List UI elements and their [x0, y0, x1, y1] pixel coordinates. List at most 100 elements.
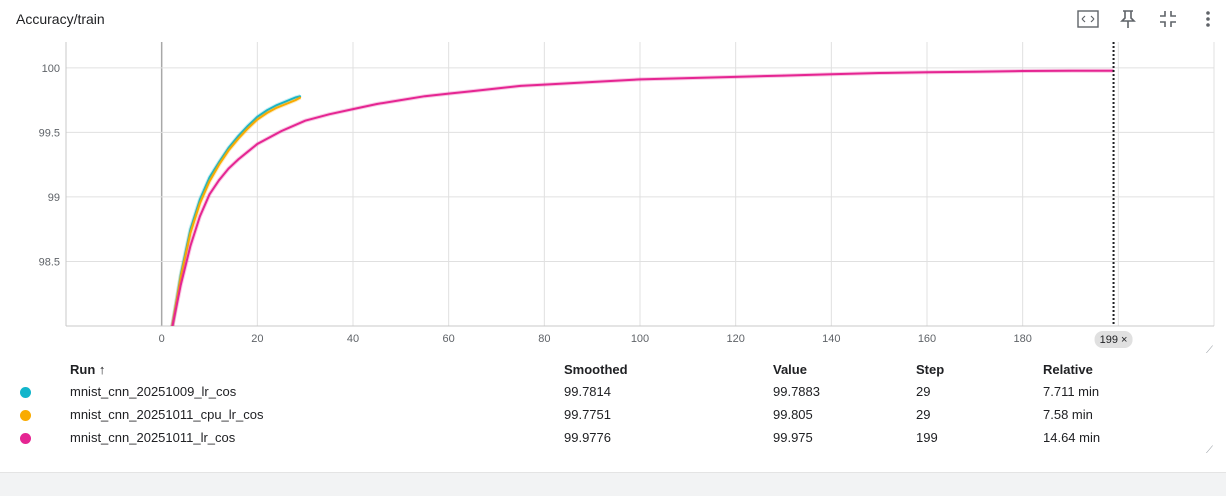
raw-value: 99.7883 — [773, 384, 820, 399]
pin-icon[interactable] — [1117, 8, 1139, 30]
table-resize-handle-icon[interactable]: ⟋ — [1206, 445, 1213, 456]
value-header: Value — [773, 361, 807, 377]
x-tick-label: 100 — [631, 333, 649, 345]
series-raw-line — [170, 68, 1114, 326]
more-vert-icon[interactable] — [1197, 8, 1219, 30]
series-point — [1021, 70, 1024, 72]
line-chart[interactable]: 0 20 40 60 80 100 120 140 160 180 98.5 99 99.5 100 199… — [0, 36, 1226, 354]
series-point — [304, 119, 306, 122]
series-point — [189, 232, 192, 234]
table-row: mnist_cnn_20251011_cpu_lr_cos 99.7751 99… — [14, 403, 1193, 426]
series-point — [299, 95, 302, 98]
series-point — [543, 83, 546, 86]
fit-domain-icon[interactable] — [1077, 8, 1099, 30]
x-tick-label: 60 — [443, 333, 455, 345]
series-point — [180, 283, 182, 286]
relative-value: 14.64 min — [1043, 430, 1101, 445]
run-header[interactable]: Run ↑ — [70, 361, 106, 377]
series-point — [237, 135, 239, 138]
y-tick-label: 100 — [42, 63, 60, 75]
series-point — [285, 100, 287, 103]
runs-table: Run ↑ Smoothed Value Step Relative mnist… — [14, 358, 1193, 449]
series-point — [447, 92, 450, 95]
raw-value: 99.805 — [773, 407, 813, 422]
series-point — [275, 104, 278, 107]
smoothed-value: 99.7751 — [564, 407, 611, 422]
series-point — [734, 76, 737, 78]
series-point — [227, 147, 230, 149]
series-line — [171, 69, 1114, 326]
series-point — [208, 176, 211, 179]
series-point — [218, 179, 220, 181]
step-value: 199 — [916, 430, 938, 445]
x-tick-label: 20 — [251, 333, 263, 345]
y-tick-label: 99 — [48, 192, 60, 204]
series-point — [878, 72, 880, 74]
x-tick-label: 80 — [538, 333, 550, 345]
x-tick-label: 160 — [918, 333, 936, 345]
series-point — [208, 193, 211, 196]
card-title: Accuracy/train — [16, 11, 105, 27]
x-tick-label: 140 — [822, 333, 840, 345]
run-name: mnist_cnn_20251011_lr_cos — [70, 430, 236, 445]
series-point — [170, 332, 172, 334]
series-point — [199, 215, 201, 218]
series-point — [519, 85, 522, 87]
table-row: mnist_cnn_20251011_lr_cos 99.9776 99.975… — [14, 426, 1193, 449]
x-tick-label: 40 — [347, 333, 359, 345]
series-point — [218, 163, 220, 166]
series-point — [352, 108, 354, 110]
series-point — [471, 90, 474, 92]
series-point — [423, 95, 426, 98]
step-value: 29 — [916, 407, 931, 422]
run-color-dot — [20, 387, 31, 399]
series-point — [246, 127, 249, 130]
table-row: mnist_cnn_20251009_lr_cos 99.7814 99.788… — [14, 380, 1193, 403]
series-point — [189, 245, 192, 247]
series-point — [400, 99, 402, 101]
series-point — [591, 81, 593, 83]
series-point — [208, 180, 211, 183]
run-color-dot — [20, 410, 31, 422]
series-point — [256, 118, 259, 121]
series-point — [237, 158, 239, 161]
step-header: Step — [916, 361, 945, 377]
x-tick-label: 0 — [159, 333, 165, 345]
series-point — [830, 73, 833, 76]
relative-value: 7.58 min — [1043, 407, 1093, 422]
relative-header: Relative — [1043, 361, 1093, 377]
smoothed-value: 99.9776 — [564, 430, 611, 445]
series-point — [256, 143, 259, 145]
run-color-dot — [20, 433, 31, 445]
x-tick-label: 120 — [726, 333, 744, 345]
relative-value: 7.711 min — [1043, 384, 1100, 399]
step-cursor-label: 199 × — [1100, 334, 1128, 346]
series-point — [285, 103, 287, 105]
series-point — [237, 138, 239, 140]
series-point — [294, 99, 297, 101]
series-point — [180, 276, 182, 278]
step-value: 29 — [916, 384, 931, 399]
series-point — [227, 167, 230, 170]
x-tick-label: 180 — [1013, 333, 1031, 345]
step-cursor-chip[interactable] — [1094, 331, 1133, 348]
series-point — [266, 109, 268, 112]
series-point — [275, 107, 278, 109]
table-header-row: Run ↑ Smoothed Value Step Relative — [14, 358, 1193, 380]
series-point — [227, 149, 230, 152]
series-point — [170, 332, 172, 334]
series-point — [328, 113, 330, 116]
run-name: mnist_cnn_20251009_lr_cos — [70, 384, 237, 399]
series-point — [495, 87, 498, 90]
collapse-icon[interactable] — [1157, 8, 1179, 30]
series-point — [639, 78, 641, 81]
series-point — [687, 77, 689, 79]
resize-handle-icon[interactable]: ⟋ — [1206, 345, 1213, 356]
series-point — [376, 103, 378, 105]
series-point — [974, 70, 976, 73]
footer-strip — [0, 472, 1226, 496]
smoothed-header: Smoothed — [564, 361, 628, 377]
series-point — [170, 332, 172, 334]
series-point — [266, 112, 268, 114]
series-point — [782, 74, 785, 77]
